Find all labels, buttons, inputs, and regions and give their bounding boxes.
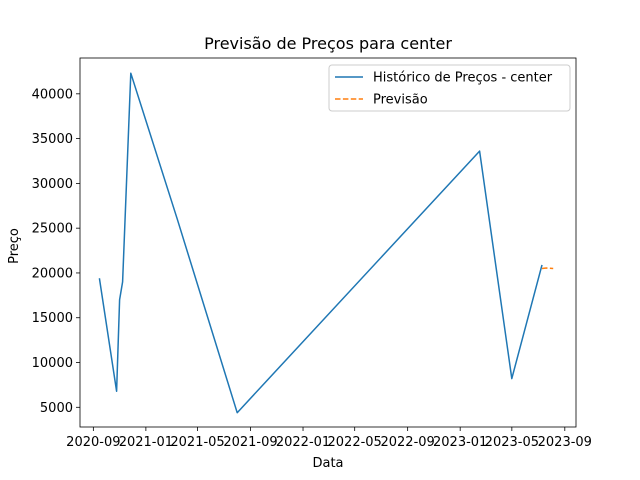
legend-label-2: Previsão — [373, 93, 428, 108]
y-axis: 5000 10000 15000 20000 25000 30000 35000 40000 — [32, 87, 80, 416]
y-tick-label: 40000 — [32, 87, 73, 102]
legend-label-1: Histórico de Preços - center — [373, 71, 553, 86]
y-tick-label: 15000 — [32, 311, 73, 326]
x-tick-label: 2022-05 — [328, 435, 382, 450]
legend-box — [328, 64, 571, 112]
y-tick-label: 30000 — [32, 177, 73, 192]
series-line-1 — [98, 72, 543, 414]
y-tick-label: 20000 — [32, 266, 73, 281]
y-tick-label: 5000 — [40, 401, 73, 416]
series-line-2 — [541, 267, 554, 270]
x-axis-label: Data — [312, 456, 343, 471]
plot-area — [79, 57, 577, 428]
x-tick-label: 2022-01 — [276, 435, 330, 450]
x-tick-label: 2022-09 — [380, 435, 434, 450]
x-axis: 2020-092021-012021-052021-092022-012022-… — [66, 427, 592, 450]
y-tick-label: 25000 — [32, 222, 73, 237]
y-tick-label: 35000 — [32, 132, 73, 147]
x-tick-label: 2020-09 — [66, 435, 120, 450]
legend: Histórico de Preços - center Previsão — [328, 64, 571, 112]
x-tick-label: 2021-09 — [223, 435, 277, 450]
x-tick-label: 2023-05 — [485, 435, 539, 450]
x-tick-label: 2023-09 — [538, 435, 592, 450]
x-tick-label: 2023-01 — [433, 435, 487, 450]
plot-frame — [79, 57, 577, 428]
y-axis-label: Preço — [7, 228, 22, 264]
x-tick-label: 2021-01 — [119, 435, 173, 450]
chart-title: Previsão de Preços para center — [204, 34, 452, 53]
x-tick-label: 2021-05 — [170, 435, 224, 450]
y-tick-label: 10000 — [32, 356, 73, 371]
